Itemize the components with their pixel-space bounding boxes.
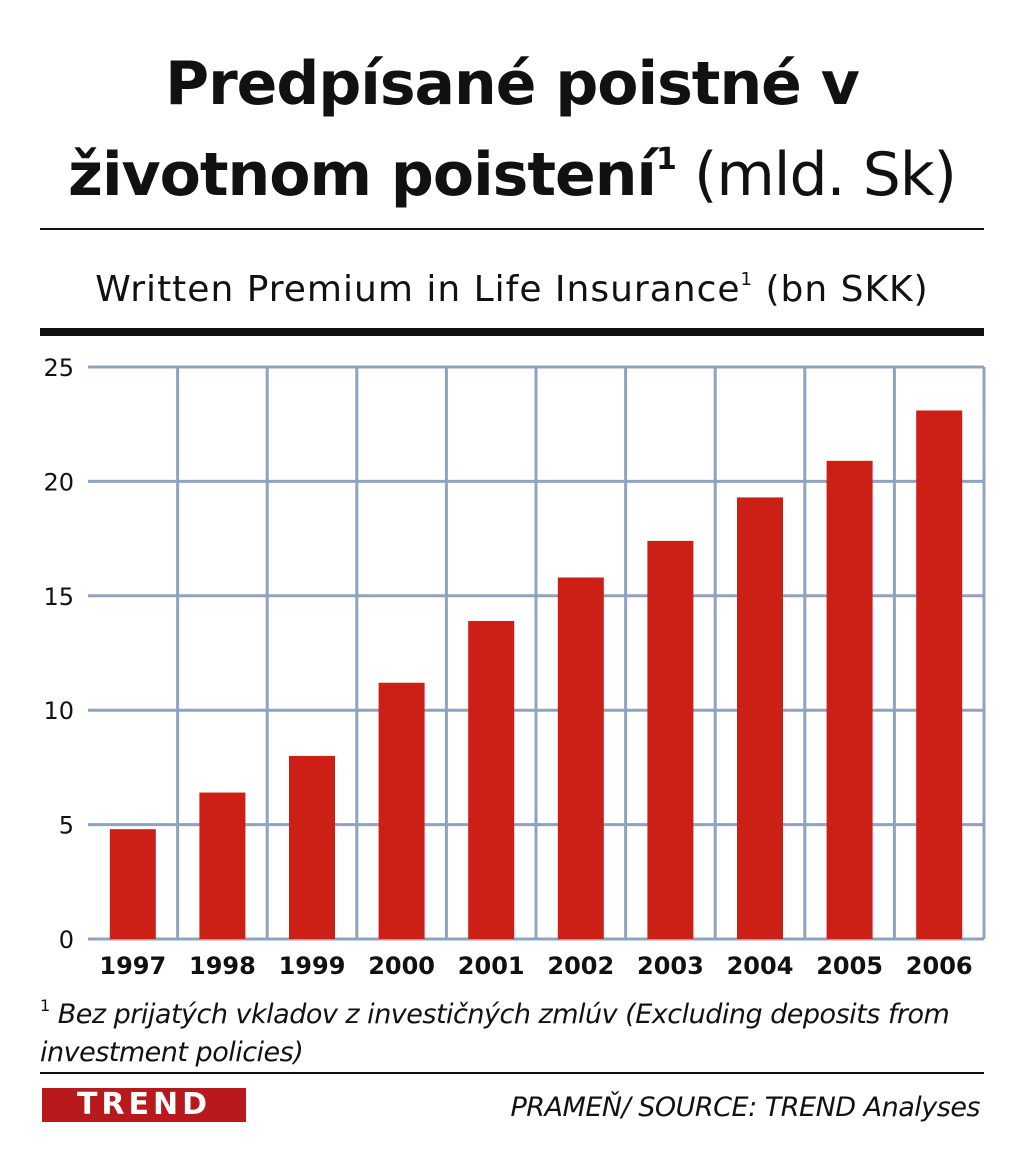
bar (468, 620, 515, 939)
source-note: PRAMEŇ/ SOURCE: TREND Analyses (510, 1092, 981, 1123)
footnote-marker: 1 (40, 996, 50, 1015)
subtitle-unit: (bn SKK) (753, 269, 929, 310)
x-tick-label: 2003 (637, 952, 704, 980)
title-footnote-marker: 1 (656, 142, 677, 177)
y-tick-label: 5 (59, 812, 74, 840)
y-tick-label: 15 (43, 583, 74, 611)
subtitle-footnote-marker: 1 (740, 269, 753, 290)
bar (109, 829, 156, 939)
chart-title-line2: životnom poistení1 (mld. Sk) (0, 124, 1024, 211)
x-tick-label: 2005 (816, 952, 883, 980)
x-tick-label: 2004 (727, 952, 794, 980)
x-tick-label: 2000 (368, 952, 435, 980)
bar (199, 792, 246, 939)
bar-chart: 0 5 10 15 20 25 1997 1998 1999 2000 2001 2002 2003 20… (43, 354, 986, 980)
bar (647, 540, 694, 939)
bar (289, 755, 335, 939)
subtitle-divider (40, 328, 984, 336)
footnote-text: Bez prijatých vkladov z investičných zml… (40, 999, 950, 1068)
bar (378, 682, 425, 939)
y-tick-label: 20 (43, 468, 74, 496)
y-tick-label: 25 (43, 354, 74, 382)
x-tick-label: 1997 (99, 952, 166, 980)
chart-subtitle: Written Premium in Life Insurance1 (bn S… (0, 256, 1024, 314)
chart-title-line1: Predpísané poistné v (165, 49, 860, 119)
x-tick-label: 2002 (547, 952, 614, 980)
title-line2-main: životnom poistení (68, 140, 657, 210)
footer-divider (40, 1072, 984, 1074)
x-tick-label: 1999 (279, 952, 346, 980)
bar (557, 577, 604, 939)
y-tick-label: 0 (59, 926, 74, 954)
x-tick-label: 2001 (458, 952, 525, 980)
bar (916, 410, 963, 939)
subtitle-main: Written Premium in Life Insurance (95, 269, 741, 310)
x-tick-label: 2006 (906, 952, 973, 980)
y-tick-label: 10 (43, 697, 74, 725)
trend-logo: TREND (42, 1088, 246, 1122)
title-divider (40, 228, 984, 230)
footnote: 1 Bez prijatých vkladov z investičných z… (40, 987, 960, 1072)
bar (826, 460, 873, 939)
bar (737, 497, 783, 939)
x-tick-label: 1998 (189, 952, 256, 980)
title-unit: (mld. Sk) (675, 140, 957, 210)
